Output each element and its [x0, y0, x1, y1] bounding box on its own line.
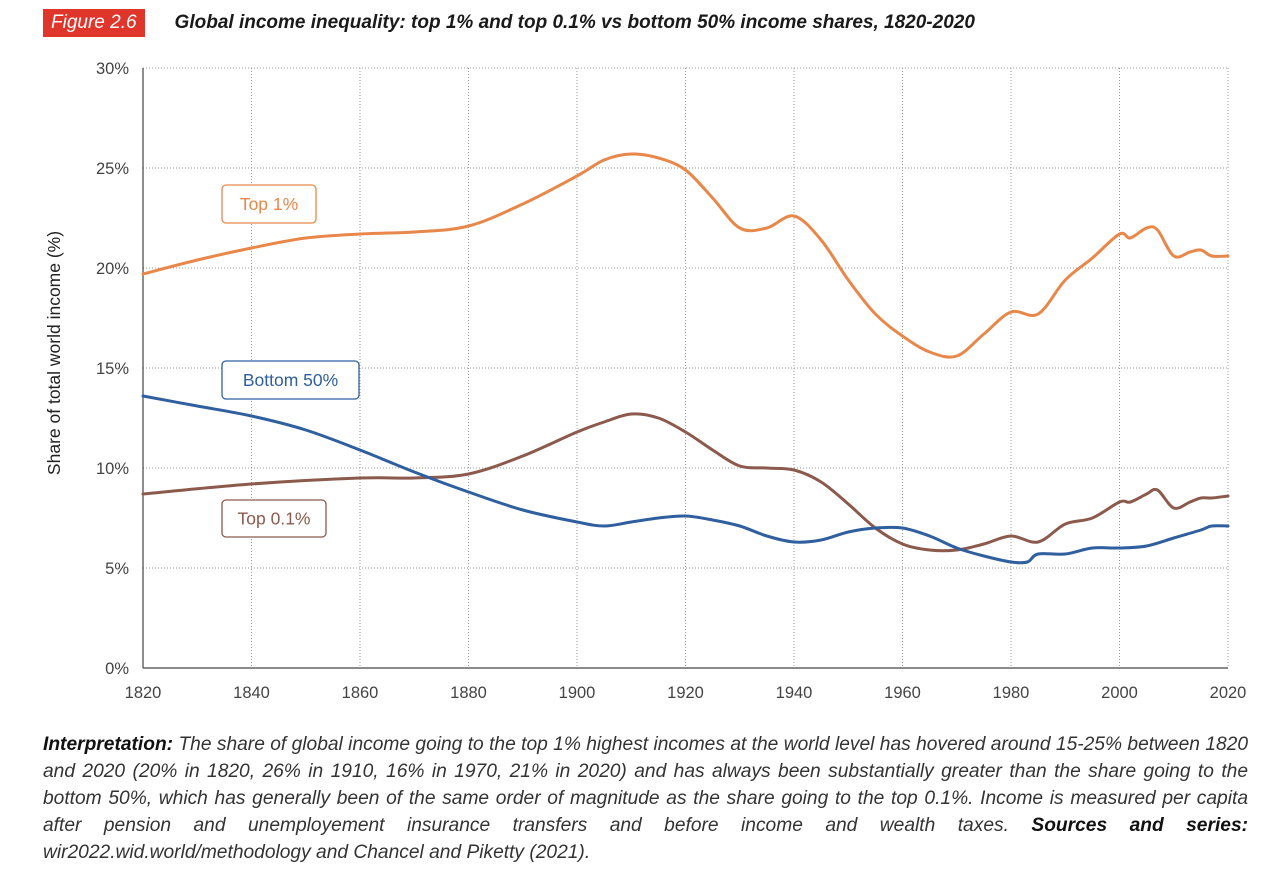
series-label-layer: Top 1% Bottom 50% Top 0.1% [221, 184, 360, 538]
x-tick-label: 1940 [776, 684, 813, 702]
series-label-top1: Top 1% [221, 184, 317, 224]
series-line-top1 [141, 152, 1230, 359]
figure-number-badge: Figure 2.6 [43, 9, 145, 37]
y-tick-label: 20% [96, 260, 129, 278]
figure-header: Figure 2.6 Global income inequality: top… [43, 8, 975, 38]
interpretation-note: Interpretation: The share of global inco… [43, 731, 1248, 866]
x-tick-label: 1980 [993, 684, 1030, 702]
x-tick-label: 2020 [1210, 684, 1247, 702]
series-line-bottom50 [141, 394, 1230, 565]
sources-label: Sources and series: [1031, 815, 1249, 836]
interpretation-text: The share of global income going to the … [43, 734, 1248, 836]
series-line-top01 [141, 412, 1230, 553]
y-tick-label: 25% [96, 160, 129, 178]
y-tick-label: 30% [96, 60, 129, 78]
x-tick-label: 1880 [450, 684, 487, 702]
income-share-line-chart: 0% 5% 10% 15% 20% 25% 30% 1820 1840 1860 1880 1900 1… [44, 60, 1246, 702]
x-tick-label: 1900 [559, 684, 596, 702]
series-label-box [221, 499, 327, 538]
x-tick-label: 1920 [667, 684, 704, 702]
figure-title: Global income inequality: top 1% and top… [174, 12, 975, 33]
sources-text: wir2022.wid.world/methodology and Chance… [43, 842, 591, 863]
series-layer [141, 152, 1230, 565]
x-tick-label: 1840 [233, 684, 270, 702]
x-tick-label: 2000 [1101, 684, 1138, 702]
series-label-text: Bottom 50% [243, 370, 338, 390]
series-label-bottom50: Bottom 50% [221, 360, 360, 400]
y-tick-label: 5% [105, 560, 129, 578]
series-label-box [221, 184, 317, 224]
y-tick-label: 15% [96, 360, 129, 378]
axis-layer: 0% 5% 10% 15% 20% 25% 30% 1820 1840 1860 1880 1900 1… [44, 60, 1246, 702]
series-label-box [221, 360, 360, 400]
x-tick-label: 1820 [125, 684, 162, 702]
series-label-text: Top 0.1% [238, 509, 311, 529]
grid-layer [143, 67, 1229, 668]
y-axis-title: Share of total world income (%) [44, 231, 64, 475]
series-label-top01: Top 0.1% [221, 499, 327, 538]
y-tick-label: 10% [96, 460, 129, 478]
y-tick-label: 0% [105, 660, 129, 678]
series-label-text: Top 1% [240, 194, 298, 214]
x-tick-label: 1960 [884, 684, 921, 702]
x-tick-label: 1860 [342, 684, 379, 702]
interpretation-label: Interpretation: [43, 734, 174, 755]
